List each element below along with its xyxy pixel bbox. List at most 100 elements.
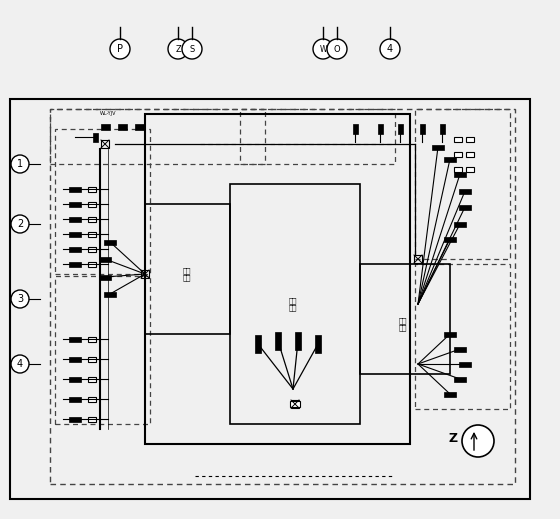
- Circle shape: [11, 355, 29, 373]
- Bar: [360, 264, 450, 374]
- Text: WL-YJV: WL-YJV: [100, 112, 116, 116]
- Text: 2: 2: [17, 219, 23, 229]
- Bar: [315, 335, 321, 353]
- Bar: [88, 186, 96, 192]
- Bar: [69, 186, 81, 192]
- Bar: [255, 335, 261, 353]
- Bar: [92, 132, 97, 142]
- Text: Z: Z: [175, 45, 181, 53]
- Bar: [100, 124, 110, 130]
- Bar: [69, 262, 81, 266]
- Bar: [352, 124, 357, 134]
- Bar: [69, 216, 81, 222]
- Bar: [459, 188, 471, 194]
- Bar: [134, 124, 143, 130]
- Bar: [444, 237, 456, 241]
- Text: 1: 1: [17, 159, 23, 169]
- Bar: [291, 400, 299, 408]
- Bar: [10, 99, 530, 499]
- Bar: [454, 171, 466, 176]
- Bar: [88, 231, 96, 237]
- Bar: [377, 124, 382, 134]
- Bar: [444, 391, 456, 397]
- Text: 施工
现场: 施工 现场: [399, 317, 407, 331]
- Circle shape: [313, 39, 333, 59]
- Bar: [444, 157, 456, 161]
- Bar: [454, 167, 462, 171]
- Bar: [55, 276, 150, 424]
- Bar: [240, 109, 395, 164]
- Text: W: W: [319, 45, 326, 53]
- Bar: [118, 124, 127, 130]
- Bar: [69, 231, 81, 237]
- Bar: [69, 417, 81, 421]
- Bar: [88, 357, 96, 362]
- Bar: [69, 336, 81, 342]
- Text: 3: 3: [17, 294, 23, 304]
- Bar: [230, 184, 360, 424]
- Bar: [69, 357, 81, 362]
- Bar: [459, 362, 471, 366]
- Bar: [414, 255, 422, 263]
- Bar: [444, 332, 456, 336]
- Bar: [141, 270, 149, 278]
- Text: 施工
现场: 施工 现场: [289, 297, 297, 311]
- Bar: [99, 275, 111, 280]
- Circle shape: [380, 39, 400, 59]
- Circle shape: [168, 39, 188, 59]
- Text: O: O: [334, 45, 340, 53]
- Bar: [419, 124, 424, 134]
- Bar: [454, 152, 462, 157]
- Bar: [88, 247, 96, 252]
- Bar: [466, 152, 474, 157]
- Bar: [69, 376, 81, 381]
- Bar: [50, 109, 265, 164]
- Bar: [88, 336, 96, 342]
- Bar: [466, 136, 474, 142]
- Circle shape: [11, 215, 29, 233]
- Circle shape: [327, 39, 347, 59]
- Text: P: P: [117, 44, 123, 54]
- Bar: [454, 136, 462, 142]
- Bar: [88, 216, 96, 222]
- Bar: [88, 262, 96, 266]
- Bar: [454, 376, 466, 381]
- Bar: [440, 124, 445, 134]
- Circle shape: [462, 425, 494, 457]
- Text: 临时
配电: 临时 配电: [183, 267, 192, 281]
- Circle shape: [11, 290, 29, 308]
- Bar: [101, 140, 109, 148]
- Bar: [454, 347, 466, 351]
- Bar: [415, 264, 510, 409]
- Text: Z: Z: [449, 432, 458, 445]
- Bar: [466, 167, 474, 171]
- Text: 4: 4: [17, 359, 23, 369]
- Bar: [88, 417, 96, 421]
- Bar: [415, 109, 510, 259]
- Bar: [459, 204, 471, 210]
- Bar: [50, 109, 515, 484]
- Circle shape: [110, 39, 130, 59]
- Bar: [69, 201, 81, 207]
- Bar: [275, 332, 281, 350]
- Bar: [295, 332, 301, 350]
- Text: S: S: [189, 45, 195, 53]
- Bar: [145, 204, 230, 334]
- Bar: [88, 201, 96, 207]
- Bar: [88, 376, 96, 381]
- Bar: [104, 239, 116, 244]
- Bar: [69, 247, 81, 252]
- Bar: [432, 144, 444, 149]
- Bar: [145, 114, 410, 444]
- Bar: [104, 292, 116, 296]
- Text: 4: 4: [387, 44, 393, 54]
- Bar: [398, 124, 403, 134]
- Circle shape: [11, 155, 29, 173]
- Bar: [454, 222, 466, 226]
- Bar: [290, 401, 300, 407]
- Bar: [99, 256, 111, 262]
- Bar: [69, 397, 81, 402]
- Bar: [55, 129, 150, 274]
- Circle shape: [182, 39, 202, 59]
- Bar: [88, 397, 96, 402]
